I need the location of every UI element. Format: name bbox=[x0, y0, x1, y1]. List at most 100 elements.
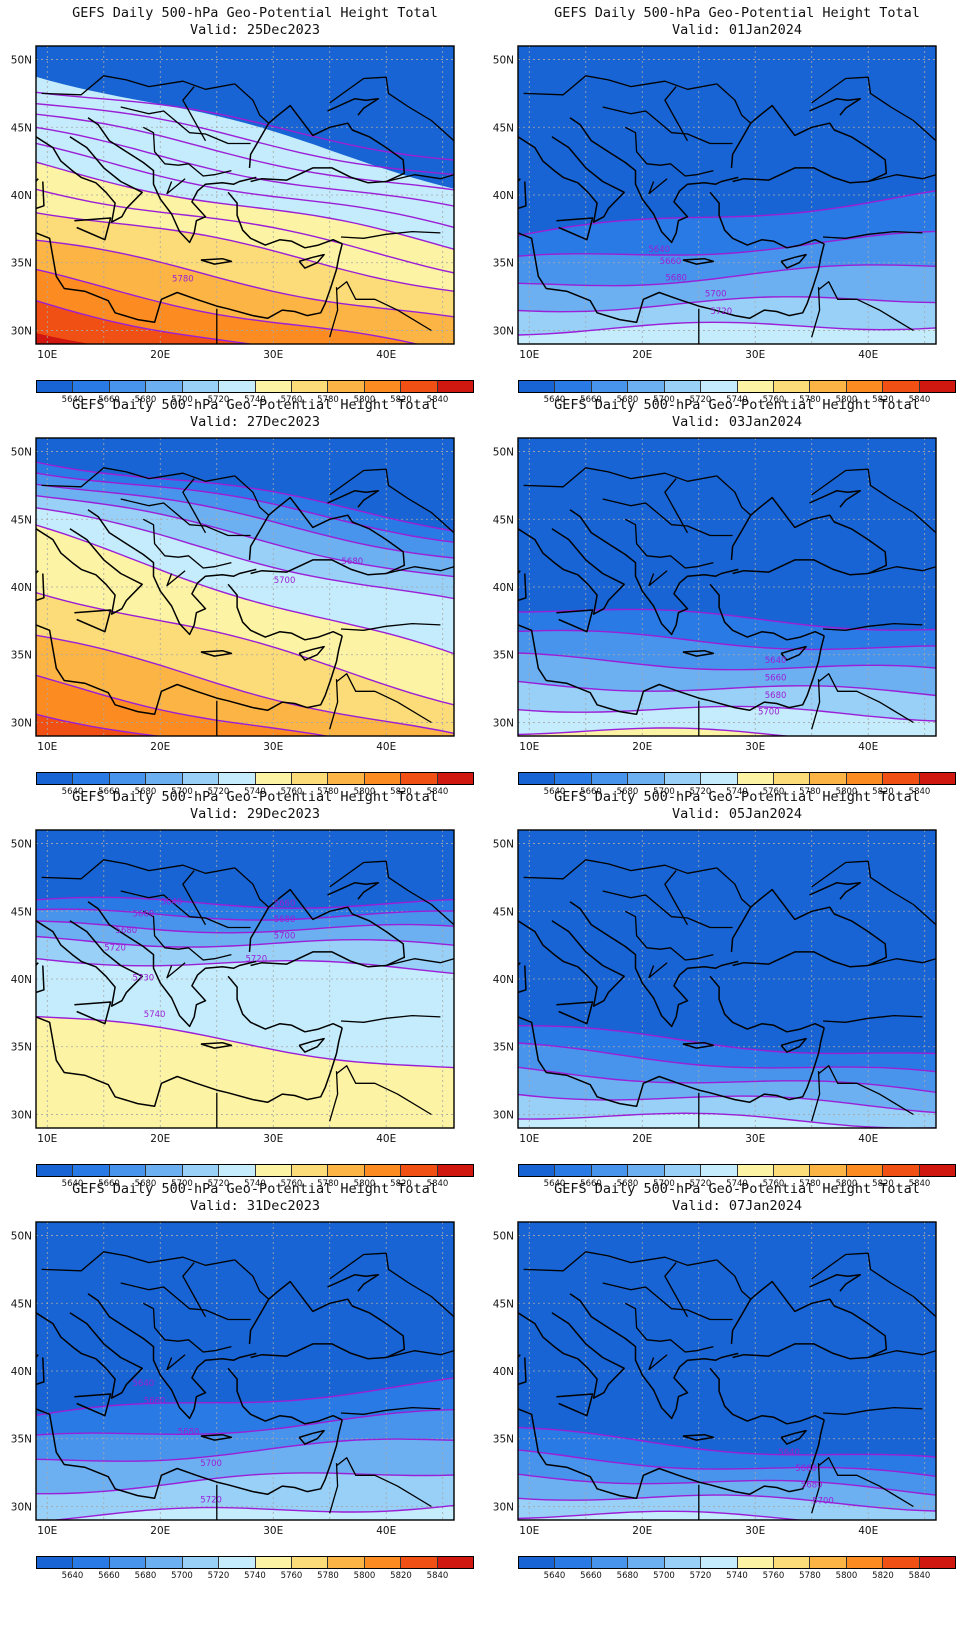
colorbar-label: 5800 bbox=[353, 787, 376, 797]
country-border bbox=[41, 1251, 235, 1272]
colorbar-swatch bbox=[73, 773, 110, 784]
colorbar-swatch bbox=[701, 773, 738, 784]
colorbar-swatch bbox=[364, 381, 402, 392]
colorbar-label: 5700 bbox=[171, 1179, 193, 1189]
colorbar-label: 5800 bbox=[835, 1179, 858, 1189]
coastline bbox=[248, 104, 406, 184]
coastline bbox=[569, 901, 739, 1028]
country-border bbox=[142, 1302, 232, 1353]
lon-label: 10E bbox=[37, 1133, 57, 1145]
country-border bbox=[716, 83, 752, 124]
country-border bbox=[166, 962, 186, 979]
country-border bbox=[716, 475, 752, 516]
height-contour bbox=[36, 1377, 454, 1417]
height-contour bbox=[49, 1504, 454, 1520]
height-contour bbox=[518, 296, 936, 313]
coastline bbox=[327, 1274, 380, 1292]
colorbar-label: 5660 bbox=[98, 395, 120, 405]
colorbar-swatch bbox=[401, 381, 438, 392]
map-panel-5: GEFS Daily 500-hPa Geo-Potential Height … bbox=[0, 784, 482, 1194]
coastline bbox=[36, 1354, 45, 1386]
panel-valid-date: Valid: 31Dec2023 bbox=[189, 1198, 321, 1214]
country-border bbox=[142, 518, 232, 569]
country-border bbox=[120, 498, 251, 537]
country-border bbox=[602, 1282, 733, 1321]
colorbar-swatch bbox=[73, 1557, 110, 1568]
coastline bbox=[227, 191, 343, 249]
colorbar-swatch bbox=[146, 381, 183, 392]
lat-label: 50N bbox=[493, 55, 514, 67]
colorbar-label: 5800 bbox=[835, 1571, 858, 1581]
colorbar-swatch bbox=[737, 1165, 774, 1176]
contour-label: 5680 bbox=[801, 1480, 823, 1490]
country-border bbox=[336, 281, 432, 332]
lon-label: 40E bbox=[376, 1133, 396, 1145]
lat-label: 30N bbox=[493, 1501, 514, 1513]
colorbar-swatch bbox=[146, 1165, 183, 1176]
lat-label: 30N bbox=[493, 325, 514, 337]
country-border bbox=[811, 1463, 821, 1514]
coastline bbox=[518, 962, 527, 994]
contour-label: 5700 bbox=[274, 576, 296, 586]
contour-label: 5700 bbox=[200, 1459, 222, 1469]
contour-label: 5660 bbox=[765, 673, 787, 683]
colorbar-swatch bbox=[846, 1165, 884, 1176]
height-contour bbox=[36, 713, 163, 736]
colorbar bbox=[36, 772, 474, 785]
colorbar-label: 5840 bbox=[908, 1179, 931, 1189]
country-border bbox=[648, 178, 668, 195]
lon-label: 30E bbox=[745, 741, 765, 753]
colorbar-label: 5660 bbox=[98, 1571, 120, 1581]
colorbar-label: 5760 bbox=[762, 1571, 785, 1581]
height-contour bbox=[518, 1426, 936, 1458]
lat-label: 40N bbox=[493, 1366, 514, 1378]
colorbar-swatch bbox=[846, 1557, 884, 1568]
colorbar-label: 5640 bbox=[543, 787, 566, 797]
coastline bbox=[327, 98, 380, 116]
country-border bbox=[811, 679, 821, 730]
colorbar-label: 5800 bbox=[353, 395, 376, 405]
colorbar-swatch bbox=[146, 773, 183, 784]
colorbar-swatch bbox=[437, 1165, 474, 1176]
lat-label: 35N bbox=[493, 1434, 514, 1446]
height-contour bbox=[518, 1473, 936, 1496]
coastline bbox=[518, 1408, 825, 1500]
country-border bbox=[166, 570, 186, 587]
height-contour bbox=[36, 507, 454, 600]
coastline bbox=[569, 117, 739, 244]
colorbar-label: 5780 bbox=[317, 1571, 339, 1581]
colorbar-label: 5840 bbox=[426, 1571, 449, 1581]
lon-label: 30E bbox=[263, 741, 283, 753]
map-frame bbox=[517, 829, 937, 1129]
colorbar-label: 5740 bbox=[726, 787, 748, 797]
colorbar-swatch bbox=[555, 1557, 592, 1568]
colorbar-swatch bbox=[519, 1557, 556, 1568]
lon-label: 10E bbox=[519, 349, 539, 361]
country-border bbox=[329, 1463, 339, 1514]
colorbar-swatch bbox=[437, 1557, 474, 1568]
country-border bbox=[811, 860, 936, 926]
height-map: 5680 5700 50N 45N 40N 35N 30N 10E 20E 30E 40E bbox=[11, 437, 455, 753]
lat-label: 45N bbox=[11, 122, 32, 134]
colorbar-label: 5720 bbox=[207, 395, 230, 405]
coastline bbox=[682, 649, 715, 657]
colorbar-swatch bbox=[919, 381, 956, 392]
colorbar-swatch bbox=[328, 1165, 365, 1176]
country-border bbox=[818, 1065, 914, 1116]
height-contour bbox=[36, 935, 454, 948]
coastline bbox=[36, 624, 343, 716]
colorbar-swatch bbox=[182, 773, 220, 784]
colorbar-swatch bbox=[701, 1165, 738, 1176]
lon-label: 40E bbox=[858, 741, 878, 753]
height-map: 5640 5660 5680 5700 5720 50N 45N 40N 35N 30N 10E 20… bbox=[493, 45, 937, 361]
coastline bbox=[518, 1016, 825, 1108]
contour-label: 5640 bbox=[765, 656, 787, 666]
country-border bbox=[716, 867, 752, 908]
height-band bbox=[36, 300, 454, 344]
colorbar-label: 5700 bbox=[171, 395, 193, 405]
country-border bbox=[336, 1065, 432, 1116]
colorbar-swatch bbox=[219, 381, 256, 392]
height-map: 5640 5660 5680 5700 5720 50N 45N 40N 35N 30N 10E 20… bbox=[11, 1221, 455, 1537]
country-border bbox=[120, 890, 251, 929]
colorbar-label: 5700 bbox=[171, 787, 193, 797]
